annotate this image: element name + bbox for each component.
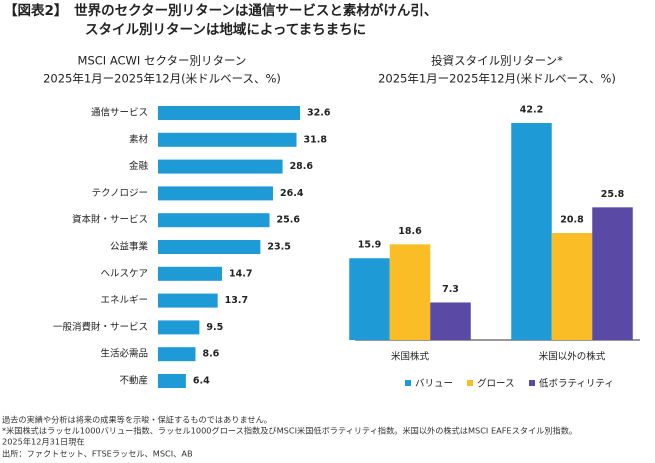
footnote: 出所：ファクトセット、FTSEラッセル、MSCI、AB	[2, 449, 193, 459]
value-label: 20.8	[560, 215, 584, 226]
value-label: 26.4	[280, 188, 304, 199]
y-tick-label: 素材	[129, 133, 149, 145]
bar	[158, 132, 297, 147]
x-tick-label: 米国株式	[391, 351, 430, 363]
chart-subtitle: 2025年1月ー2025年12月(米ドルベース、%)	[378, 72, 616, 86]
bar	[551, 233, 593, 340]
bar	[430, 302, 471, 340]
value-label: 25.8	[601, 189, 625, 200]
y-tick-label: 通信サービス	[91, 107, 148, 119]
y-tick-label: 公益事業	[110, 241, 149, 253]
page-title: スタイル別リターンは地域によってまちまちに	[85, 21, 366, 38]
bar	[158, 159, 283, 174]
value-label: 15.9	[358, 240, 381, 251]
value-label: 23.5	[267, 242, 290, 253]
y-tick-label: テクノロジー	[92, 188, 148, 199]
y-tick-label: エネルギー	[100, 295, 148, 306]
value-label: 28.6	[290, 161, 314, 172]
value-label: 8.6	[202, 349, 219, 360]
legend-swatch	[529, 380, 535, 386]
bar	[158, 106, 300, 120]
legend-label: グロース	[477, 378, 515, 390]
bar	[158, 374, 186, 388]
legend-label: バリュー	[415, 379, 453, 390]
bar	[158, 320, 200, 335]
x-tick-label: 米国以外の株式	[539, 351, 606, 363]
legend-swatch	[467, 380, 473, 386]
legend-swatch	[405, 380, 411, 386]
footnote: 2025年12月31日現在	[2, 437, 85, 447]
y-tick-label: 不動産	[119, 375, 148, 387]
y-tick-label: 資本財・サービス	[72, 214, 148, 226]
value-label: 18.6	[398, 226, 422, 237]
chart-title: 投資スタイル別リターン*	[431, 54, 563, 68]
bar	[158, 240, 261, 254]
y-tick-label: 金融	[129, 160, 149, 172]
bar	[158, 213, 270, 228]
bar	[158, 266, 223, 281]
value-label: 31.8	[304, 134, 328, 145]
legend-label: 低ボラティリティ	[539, 378, 614, 390]
bar	[511, 123, 552, 340]
chart-title: MSCI ACWI セクター別リターン	[78, 54, 247, 68]
footnote: 過去の実績や分析は将来の成果等を示唆・保証するものではありません。	[2, 415, 272, 425]
y-tick-label: 生活必需品	[100, 348, 148, 360]
value-label: 32.6	[307, 108, 331, 119]
value-label: 14.7	[229, 268, 252, 279]
y-tick-label: 一般消費財・サービス	[53, 321, 148, 333]
bar	[158, 347, 196, 362]
bar	[158, 186, 273, 201]
y-tick-label: ヘルスケア	[100, 268, 148, 279]
footnote: *米国株式はラッセル1000バリュー指数、ラッセル1000グロース指数及びMSC…	[2, 426, 577, 436]
value-label: 7.3	[442, 284, 459, 295]
bar	[389, 244, 431, 340]
bar	[592, 207, 633, 340]
page-title: 【図表2】 世界のセクター別リターンは通信サービスと素材がけん引、	[4, 2, 437, 19]
value-label: 6.4	[193, 376, 210, 387]
bar	[158, 293, 218, 308]
value-label: 42.2	[520, 105, 543, 116]
value-label: 9.5	[206, 322, 223, 333]
value-label: 13.7	[225, 295, 248, 306]
bar	[349, 258, 390, 340]
chart-subtitle: 2025年1月ー2025年12月(米ドルベース、%)	[43, 72, 281, 86]
value-label: 25.6	[277, 215, 301, 226]
